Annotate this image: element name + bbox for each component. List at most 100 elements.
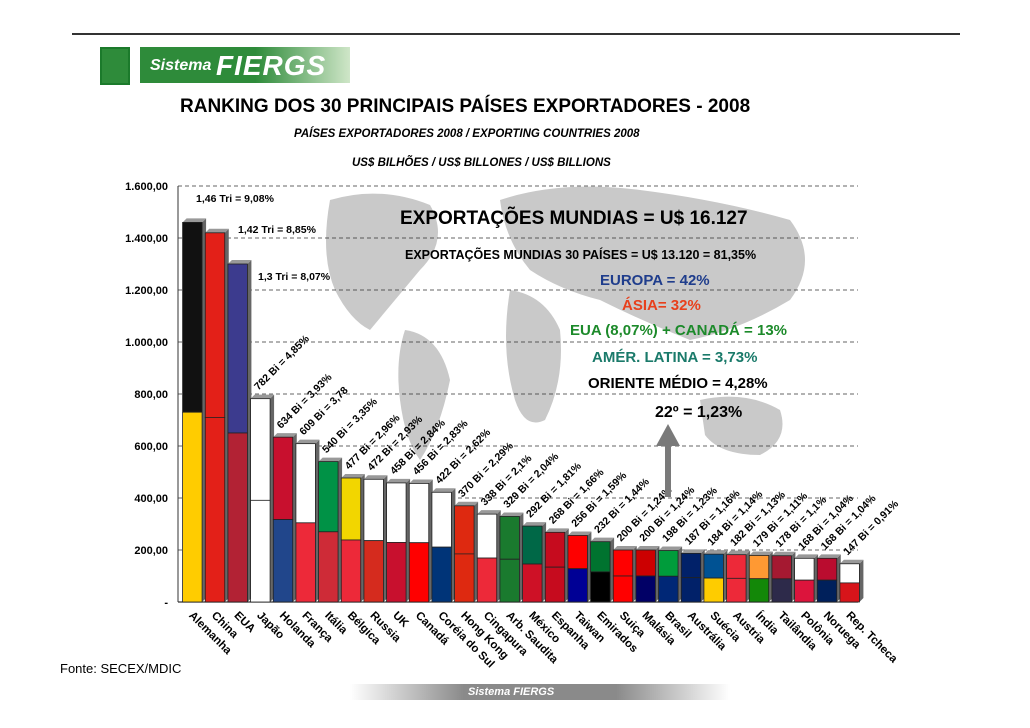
bar-lower xyxy=(726,577,747,603)
oriente-annotation: ORIENTE MÉDIO = 4,28% xyxy=(588,375,768,392)
bar-upper xyxy=(295,443,316,524)
y-tick-label: 1.200,00 xyxy=(125,285,168,297)
bar xyxy=(748,551,773,603)
bar-upper xyxy=(318,461,339,533)
bar-lower xyxy=(590,571,611,603)
bar-lower xyxy=(250,499,271,603)
bar xyxy=(182,218,207,603)
bar-upper xyxy=(363,478,384,542)
fiergs-small-logo xyxy=(100,47,130,85)
bar xyxy=(431,488,456,603)
source-note: Fonte: SECEX/MDIC xyxy=(60,661,182,676)
bar-top xyxy=(250,394,275,399)
bar-top xyxy=(703,550,728,555)
bar xyxy=(635,546,660,603)
bar-top xyxy=(341,473,365,478)
bar xyxy=(816,554,841,603)
bar-upper xyxy=(386,482,407,543)
bar-lower xyxy=(408,542,430,603)
bar xyxy=(408,479,433,603)
bar-upper xyxy=(794,557,815,581)
asia-annotation: ÁSIA= 32% xyxy=(622,297,701,314)
bar-upper xyxy=(476,513,498,559)
bar-upper xyxy=(250,398,271,501)
bar-upper xyxy=(272,436,294,520)
bar-lower xyxy=(612,575,634,603)
bar xyxy=(499,512,524,603)
footer-brand: Sistema FIERGS xyxy=(468,686,555,698)
y-tick-label: 1.600,00 xyxy=(125,181,168,193)
bar-top xyxy=(318,457,343,462)
bar-upper xyxy=(340,477,362,541)
bar xyxy=(272,433,297,603)
top30-total-annotation: EXPORTAÇÕES MUNDIAS 30 PAÍSES = U$ 13.12… xyxy=(405,248,757,262)
bar-top xyxy=(635,546,660,550)
bar-upper xyxy=(204,232,226,418)
bar-upper xyxy=(612,549,634,577)
bar-lower xyxy=(476,557,498,603)
bar-upper xyxy=(544,531,566,568)
y-tick-label: 600,00 xyxy=(134,441,168,453)
world-total-annotation: EXPORTAÇÕES MUNDIAS = U$ 16.127 xyxy=(400,208,748,229)
bar-lower xyxy=(272,519,294,603)
y-tick-label: 1.400,00 xyxy=(125,233,168,245)
bar-top xyxy=(545,528,569,533)
bar xyxy=(340,473,365,603)
bar-top xyxy=(409,479,433,484)
bar-top xyxy=(794,554,819,559)
chart-title: RANKING DOS 30 PRINCIPAIS PAÍSES EXPORTA… xyxy=(180,96,751,117)
bar xyxy=(726,550,751,603)
bar-lower xyxy=(204,416,226,603)
bar-lower xyxy=(771,578,792,603)
bar-upper xyxy=(182,221,203,413)
bar xyxy=(544,528,569,603)
eua-canada-annotation: EUA (8,07%) + CANADÁ = 13% xyxy=(570,322,788,339)
bar xyxy=(794,554,819,603)
bar-lower xyxy=(522,563,543,603)
bar-top xyxy=(273,433,297,438)
logo-word-fiergs: FIERGS xyxy=(216,50,327,81)
bar-upper xyxy=(567,535,588,570)
bar-lower xyxy=(680,577,702,603)
bar-top xyxy=(681,549,705,554)
bar xyxy=(295,439,320,603)
bar-upper xyxy=(816,557,838,581)
chart-subtitle: PAÍSES EXPORTADORES 2008 / EXPORTING COU… xyxy=(294,128,640,140)
bar-upper xyxy=(408,483,430,544)
bar-lower xyxy=(363,540,384,603)
bar-lower xyxy=(794,579,815,603)
footer-bar xyxy=(350,684,730,700)
bar-top xyxy=(839,559,864,564)
bar-top xyxy=(477,510,501,515)
bar xyxy=(567,531,592,603)
bar-top xyxy=(817,554,841,559)
bar-lower xyxy=(635,575,656,603)
bar xyxy=(612,546,637,603)
bar-top xyxy=(431,488,456,493)
europa-annotation: EUROPA = 42% xyxy=(600,272,710,289)
bar xyxy=(476,510,501,603)
bar-top xyxy=(499,512,524,517)
brasil-arrow xyxy=(656,424,680,497)
bar-lower xyxy=(295,522,316,603)
bar-lower xyxy=(386,542,407,603)
bar-upper xyxy=(499,516,520,560)
bar-top xyxy=(613,546,637,550)
sistema-fiergs-logo: Sistema FIERGS xyxy=(140,47,350,83)
bar-top xyxy=(182,218,207,223)
bar xyxy=(703,550,728,603)
bar-top xyxy=(771,551,796,556)
bar xyxy=(680,549,705,603)
bar-value-label: 1,42 Tri = 8,85% xyxy=(238,224,317,236)
bar-top xyxy=(386,478,411,483)
bar-top xyxy=(295,439,320,444)
bar-value-label: 1,46 Tri = 9,08% xyxy=(196,193,275,205)
y-tick-label: 800,00 xyxy=(134,389,168,401)
bar-top xyxy=(726,550,751,555)
bar xyxy=(363,475,388,603)
bar-lower xyxy=(340,539,362,603)
bar-top xyxy=(205,228,229,233)
bar-lower xyxy=(839,582,860,603)
bar-lower xyxy=(499,558,520,603)
bar-lower xyxy=(431,546,452,603)
